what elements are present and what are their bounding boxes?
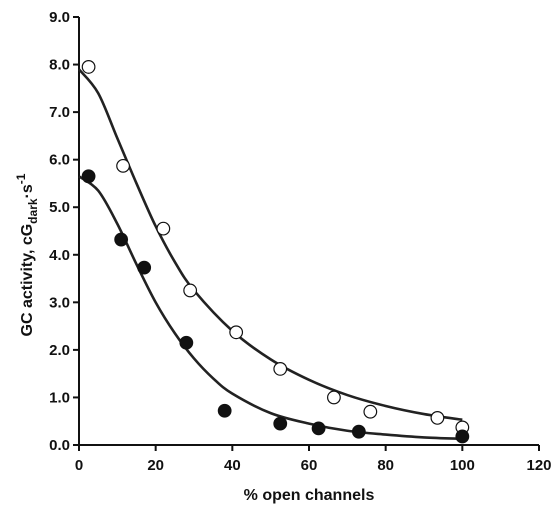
open-circle-point (327, 390, 341, 405)
y-axis-title-prefix: GC activity, cG (19, 224, 36, 337)
y-axis-title-subscript: dark (26, 198, 40, 224)
filled-circle-point (311, 421, 326, 436)
y-tick-label: 1.0 (49, 389, 70, 406)
filled-circle-point (114, 232, 129, 247)
open-circle-point (183, 283, 198, 298)
fit-curve-filled (78, 175, 463, 441)
y-tick-label: 7.0 (49, 104, 70, 121)
x-tick-label: 120 (526, 457, 551, 474)
filled-circle-point (351, 424, 366, 439)
x-tick-label: 40 (224, 457, 241, 474)
y-tick-label: 4.0 (49, 247, 70, 264)
open-circle-point (363, 404, 378, 419)
y-tick-label: 9.0 (49, 9, 70, 26)
fit-curves (77, 68, 463, 441)
x-tick-label: 100 (450, 457, 475, 474)
y-tick-label: 5.0 (49, 199, 70, 216)
open-circle-point (229, 325, 244, 340)
filled-circle-point (455, 429, 470, 444)
x-axis: 0 20 40 60 80 100 120 (75, 444, 552, 474)
filled-circle-point (273, 416, 288, 431)
open-circle-point (156, 221, 171, 236)
x-tick-label: 80 (377, 457, 394, 474)
y-tick-label: 3.0 (49, 294, 70, 311)
data-points (81, 60, 470, 444)
open-circle-point (430, 410, 445, 425)
x-tick-label: 0 (75, 457, 83, 474)
y-axis-title: GC activity, cGdark·s-1 (14, 173, 40, 336)
open-circle-point (116, 158, 130, 173)
open-circle-point (273, 362, 288, 376)
filled-circle-point (217, 403, 232, 418)
y-tick-label: 2.0 (49, 342, 70, 359)
fit-curve-open (77, 68, 463, 422)
y-tick-label: 8.0 (49, 57, 70, 74)
y-axis: 0.0 1.0 2.0 3.0 4.0 5.0 6.0 7.0 8.0 9.0 (49, 9, 80, 454)
y-axis-title-exponent: -1 (14, 173, 28, 184)
x-axis-title: % open channels (244, 487, 375, 504)
y-tick-label: 6.0 (49, 152, 70, 169)
x-tick-label: 20 (147, 457, 164, 474)
x-tick-label: 60 (301, 457, 318, 474)
y-axis-title-unit: ·s (19, 184, 36, 198)
filled-circle-point (81, 169, 96, 184)
filled-circle-point (137, 260, 152, 275)
open-circle-point (81, 60, 96, 74)
filled-circle-point (179, 335, 194, 350)
y-tick-label: 0.0 (49, 437, 70, 454)
